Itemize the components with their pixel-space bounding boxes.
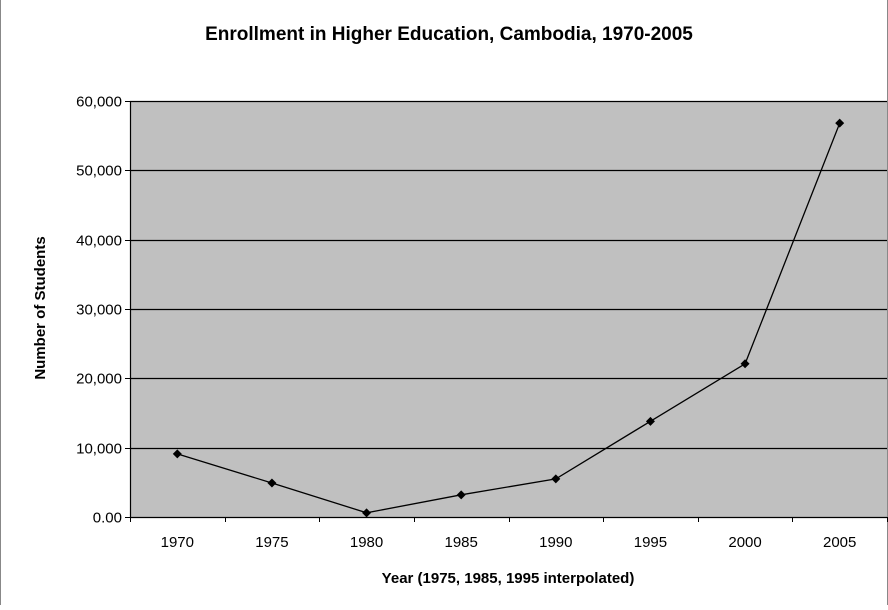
y-tick-label: 50,000 (76, 163, 122, 180)
y-tick-label: 60,000 (76, 94, 122, 111)
y-tick-label: 0.00 (93, 510, 122, 527)
data-point (172, 449, 182, 459)
series-line (177, 122, 841, 514)
x-tick-label: 1980 (350, 534, 383, 551)
data-point (267, 478, 277, 488)
x-axis-title: Year (1975, 1985, 1995 interpolated) (382, 570, 635, 587)
y-axis-title: Number of Students (32, 236, 49, 379)
x-tick-label: 1990 (539, 534, 572, 551)
y-tick-label: 40,000 (76, 233, 122, 250)
x-tick-label: 1970 (161, 534, 194, 551)
data-point (456, 490, 466, 500)
data-point (362, 508, 372, 518)
data-point (551, 474, 561, 484)
y-tick-label: 30,000 (76, 302, 122, 319)
x-tick-label: 2000 (728, 534, 761, 551)
data-point (645, 416, 655, 426)
y-tick-label: 20,000 (76, 371, 122, 388)
chart-title: Enrollment in Higher Education, Cambodia… (205, 24, 693, 45)
x-tick-label: 1995 (634, 534, 667, 551)
y-tick-label: 10,000 (76, 441, 122, 458)
data-point (740, 359, 750, 369)
x-tick-label: 2005 (823, 534, 856, 551)
x-tick-label: 1985 (445, 534, 478, 551)
data-point (835, 118, 845, 128)
plot-area: 0.00 10,000 20,000 30,000 40,000 50,000 60,000… (76, 94, 888, 551)
x-tick-label: 1975 (255, 534, 288, 551)
